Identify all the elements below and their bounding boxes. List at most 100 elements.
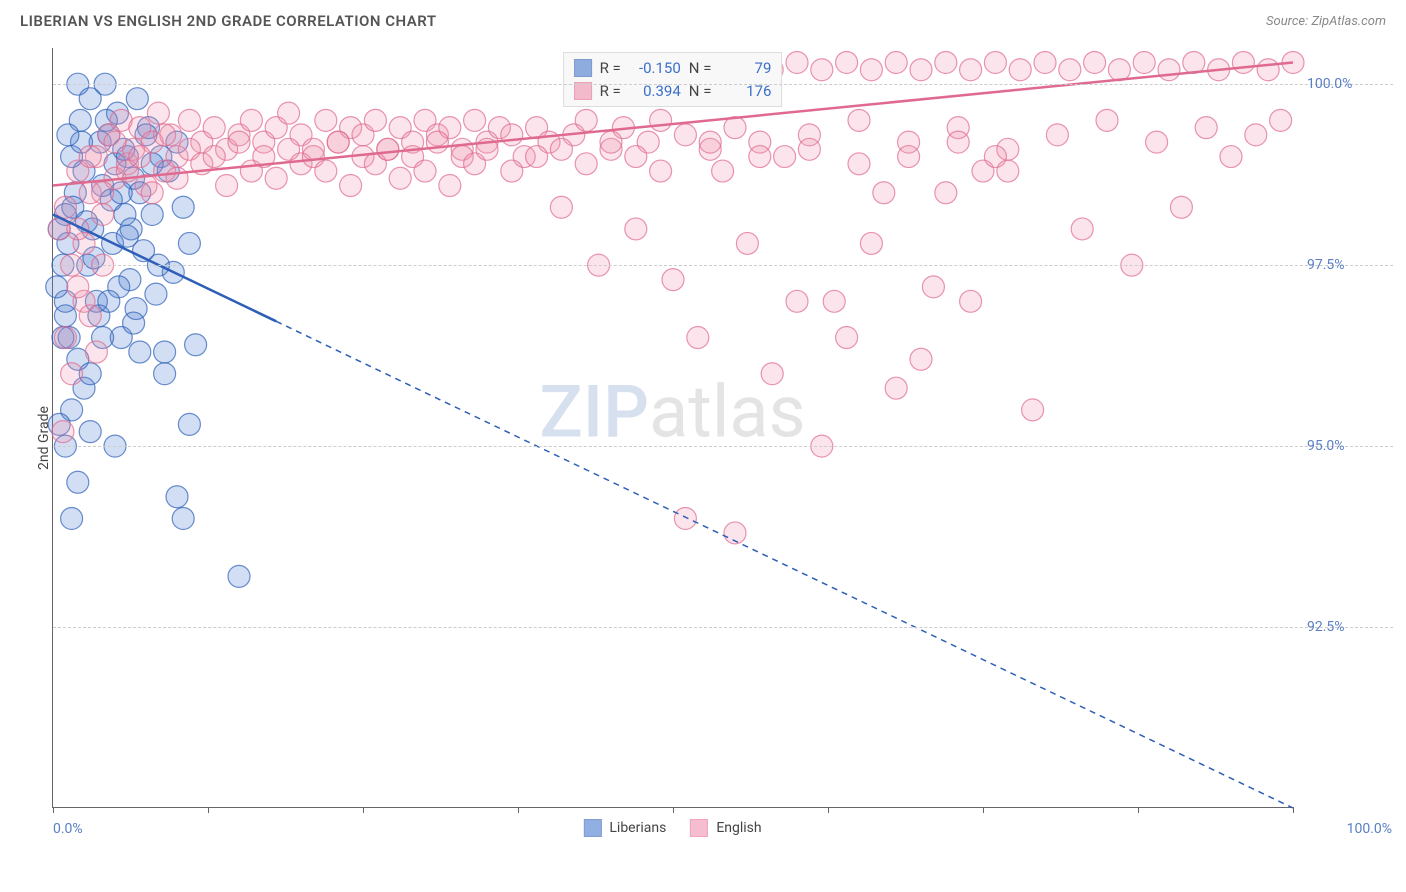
data-point xyxy=(1084,51,1106,73)
plot-area: ZIPatlas R = -0.150 N = 79 R = 0.394 N =… xyxy=(52,48,1292,808)
data-point xyxy=(910,348,932,370)
data-point xyxy=(860,59,882,81)
data-point xyxy=(575,109,597,131)
stats-swatch-liberians xyxy=(574,59,592,77)
data-point xyxy=(67,471,89,493)
data-point xyxy=(389,167,411,189)
data-point xyxy=(1232,51,1254,73)
plot-container: 2nd Grade ZIPatlas R = -0.150 N = 79 R =… xyxy=(52,48,1392,828)
data-point xyxy=(811,59,833,81)
data-point xyxy=(947,131,969,153)
data-point xyxy=(1245,124,1267,146)
data-point xyxy=(848,109,870,131)
data-point xyxy=(147,102,169,124)
data-point xyxy=(823,290,845,312)
x-tick xyxy=(208,807,209,813)
y-tick-label: 92.5% xyxy=(1307,619,1387,635)
data-point xyxy=(228,565,250,587)
data-point xyxy=(997,160,1019,182)
data-point xyxy=(625,146,647,168)
r-value-liberians: -0.150 xyxy=(629,57,681,80)
data-point xyxy=(1009,59,1031,81)
data-point xyxy=(67,276,89,298)
data-point xyxy=(1183,51,1205,73)
data-point xyxy=(935,182,957,204)
data-point xyxy=(327,131,349,153)
data-point xyxy=(172,196,194,218)
data-point xyxy=(154,341,176,363)
data-point xyxy=(315,160,337,182)
data-point xyxy=(92,203,114,225)
data-point xyxy=(712,160,734,182)
data-point xyxy=(1034,51,1056,73)
data-point xyxy=(178,232,200,254)
data-point xyxy=(774,146,796,168)
data-point xyxy=(265,167,287,189)
data-point xyxy=(650,160,672,182)
data-point xyxy=(104,131,126,153)
data-point xyxy=(860,232,882,254)
data-point xyxy=(1195,117,1217,139)
n-value-english: 176 xyxy=(719,80,771,103)
legend-item-liberians: Liberians xyxy=(583,819,666,837)
data-point xyxy=(98,290,120,312)
data-point xyxy=(240,109,262,131)
gridline xyxy=(53,265,1393,266)
data-point xyxy=(129,341,151,363)
legend-item-english: English xyxy=(690,819,761,837)
data-point xyxy=(340,175,362,197)
data-point xyxy=(61,363,83,385)
x-axis-min-label: 0.0% xyxy=(53,821,83,837)
data-point xyxy=(145,283,167,305)
data-point xyxy=(154,124,176,146)
data-point xyxy=(315,109,337,131)
data-point xyxy=(550,138,572,160)
data-point xyxy=(185,334,207,356)
data-point xyxy=(203,146,225,168)
data-point xyxy=(178,109,200,131)
data-point xyxy=(786,290,808,312)
x-axis-legend: Liberians English xyxy=(583,819,761,837)
data-point xyxy=(414,160,436,182)
gridline xyxy=(53,84,1393,85)
data-point xyxy=(1071,218,1093,240)
chart-header: LIBERIAN VS ENGLISH 2ND GRADE CORRELATIO… xyxy=(0,0,1406,38)
data-point xyxy=(910,59,932,81)
data-point xyxy=(278,102,300,124)
y-tick-label: 97.5% xyxy=(1307,257,1387,273)
stats-row-english: R = 0.394 N = 176 xyxy=(574,80,772,103)
data-point xyxy=(1096,109,1118,131)
data-point xyxy=(172,507,194,529)
x-tick xyxy=(1293,807,1294,813)
data-point xyxy=(129,146,151,168)
x-tick xyxy=(673,807,674,813)
data-point xyxy=(57,124,79,146)
n-value-liberians: 79 xyxy=(719,57,771,80)
x-tick xyxy=(1138,807,1139,813)
data-point xyxy=(724,117,746,139)
data-point xyxy=(439,175,461,197)
data-point xyxy=(52,421,74,443)
data-point xyxy=(526,146,548,168)
data-point xyxy=(898,146,920,168)
data-point xyxy=(885,51,907,73)
data-point xyxy=(126,88,148,110)
data-point xyxy=(426,131,448,153)
chart-svg xyxy=(53,48,1293,808)
gridline xyxy=(53,627,1393,628)
data-point xyxy=(1158,59,1180,81)
data-point xyxy=(54,327,76,349)
data-point xyxy=(1046,124,1068,146)
data-point xyxy=(203,117,225,139)
data-point xyxy=(166,486,188,508)
data-point xyxy=(178,413,200,435)
data-point xyxy=(79,146,101,168)
data-point xyxy=(749,146,771,168)
data-point xyxy=(464,109,486,131)
data-point xyxy=(674,124,696,146)
data-point xyxy=(960,59,982,81)
data-point xyxy=(687,327,709,349)
data-point xyxy=(922,276,944,298)
data-point xyxy=(625,218,647,240)
gridline xyxy=(53,446,1393,447)
